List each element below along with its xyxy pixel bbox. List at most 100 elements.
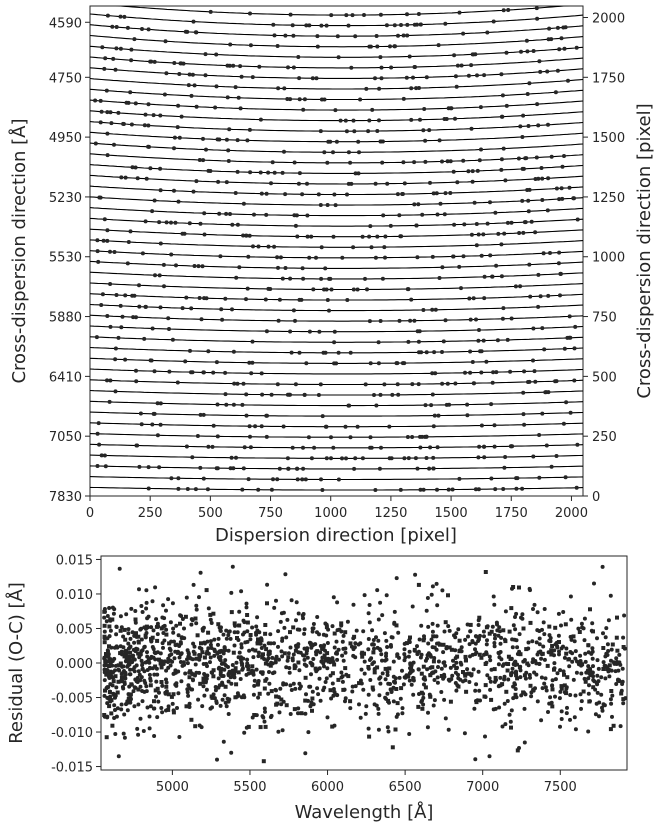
order-marker <box>477 444 482 449</box>
residual-marker <box>558 668 563 673</box>
residual-marker <box>479 655 484 660</box>
residual-marker <box>434 581 439 586</box>
order-marker <box>465 413 470 418</box>
order-marker <box>474 243 479 248</box>
order-marker <box>501 487 506 491</box>
residual-marker <box>302 627 307 632</box>
order-marker <box>151 113 156 118</box>
order-marker <box>176 199 181 204</box>
order-marker <box>211 423 216 428</box>
residual-marker <box>589 651 594 656</box>
order-marker <box>508 369 513 374</box>
residual-marker <box>384 657 389 662</box>
residual-marker <box>113 732 118 736</box>
residual-marker <box>535 699 540 704</box>
order-marker <box>356 139 361 144</box>
residual-marker <box>374 703 379 708</box>
order-marker <box>335 34 340 39</box>
residual-marker <box>474 700 479 705</box>
order-marker <box>423 138 428 143</box>
order-marker <box>472 200 477 205</box>
order-marker <box>235 169 240 174</box>
residual-marker <box>513 687 518 691</box>
order-marker <box>152 369 157 374</box>
residual-marker <box>411 676 416 681</box>
residual-marker <box>554 640 559 645</box>
residual-marker <box>387 666 392 671</box>
residual-marker <box>376 638 381 643</box>
residual-marker <box>143 681 148 685</box>
residual-marker <box>281 699 286 704</box>
order-marker <box>558 271 563 276</box>
residual-marker <box>159 706 164 710</box>
residual-marker <box>556 633 561 638</box>
residual-marker <box>216 676 221 681</box>
residual-marker <box>470 640 475 645</box>
order-marker <box>405 22 410 27</box>
order-marker <box>554 454 559 458</box>
order-marker <box>409 86 414 91</box>
order-marker <box>121 122 126 126</box>
order-marker <box>416 339 421 344</box>
order-marker <box>355 424 360 429</box>
order-marker <box>305 234 310 239</box>
order-marker <box>416 202 421 207</box>
order-marker <box>378 319 383 323</box>
residual-marker <box>496 684 501 689</box>
residual-marker <box>229 590 234 595</box>
order-marker <box>135 443 140 448</box>
order-marker <box>201 158 206 163</box>
residual-marker <box>274 598 278 603</box>
order-marker <box>146 102 151 107</box>
residual-marker <box>209 621 214 625</box>
order-marker <box>98 98 103 103</box>
residual-marker <box>195 633 200 638</box>
order-marker <box>123 293 128 298</box>
order-marker <box>142 123 147 128</box>
residual-marker <box>534 672 539 677</box>
order-marker <box>293 382 298 387</box>
residual-marker <box>370 628 375 633</box>
residual-marker <box>176 633 181 638</box>
order-marker <box>484 359 489 364</box>
residual-marker <box>126 631 131 636</box>
residual-marker <box>116 667 121 672</box>
order-marker <box>380 160 385 165</box>
order-marker <box>304 23 309 28</box>
order-marker <box>234 455 238 460</box>
residual-marker <box>160 683 165 688</box>
order-marker <box>526 198 531 203</box>
residual-marker <box>191 641 196 646</box>
order-marker <box>531 326 536 331</box>
residual-marker <box>228 636 233 641</box>
order-marker <box>559 186 564 191</box>
order-marker <box>506 8 511 12</box>
residual-marker <box>595 690 600 695</box>
order-marker <box>489 402 494 407</box>
residual-marker <box>505 699 510 703</box>
residual-marker <box>403 675 408 680</box>
residual-marker <box>332 631 337 636</box>
residual-marker <box>303 751 308 756</box>
residual-marker <box>563 622 568 627</box>
residual-marker <box>546 710 550 714</box>
residual-marker <box>407 678 412 683</box>
order-marker <box>543 390 548 395</box>
residual-marker <box>366 726 371 731</box>
residual-marker <box>296 660 301 665</box>
residual-marker <box>586 664 591 669</box>
residual-marker <box>295 644 300 649</box>
residual-marker <box>263 623 268 627</box>
residual-marker <box>245 613 250 617</box>
residual-marker <box>172 671 177 676</box>
residual-marker <box>496 633 501 638</box>
residual-marker <box>139 649 144 654</box>
residual-marker <box>119 625 124 630</box>
order-marker <box>363 276 367 281</box>
order-marker <box>260 392 265 397</box>
residual-marker <box>621 635 626 640</box>
order-marker <box>520 135 525 139</box>
order-marker <box>186 83 191 88</box>
residual-x-axis: 5000 5500 6000 6500 7000 7500 <box>156 770 577 795</box>
order-marker <box>459 63 464 68</box>
